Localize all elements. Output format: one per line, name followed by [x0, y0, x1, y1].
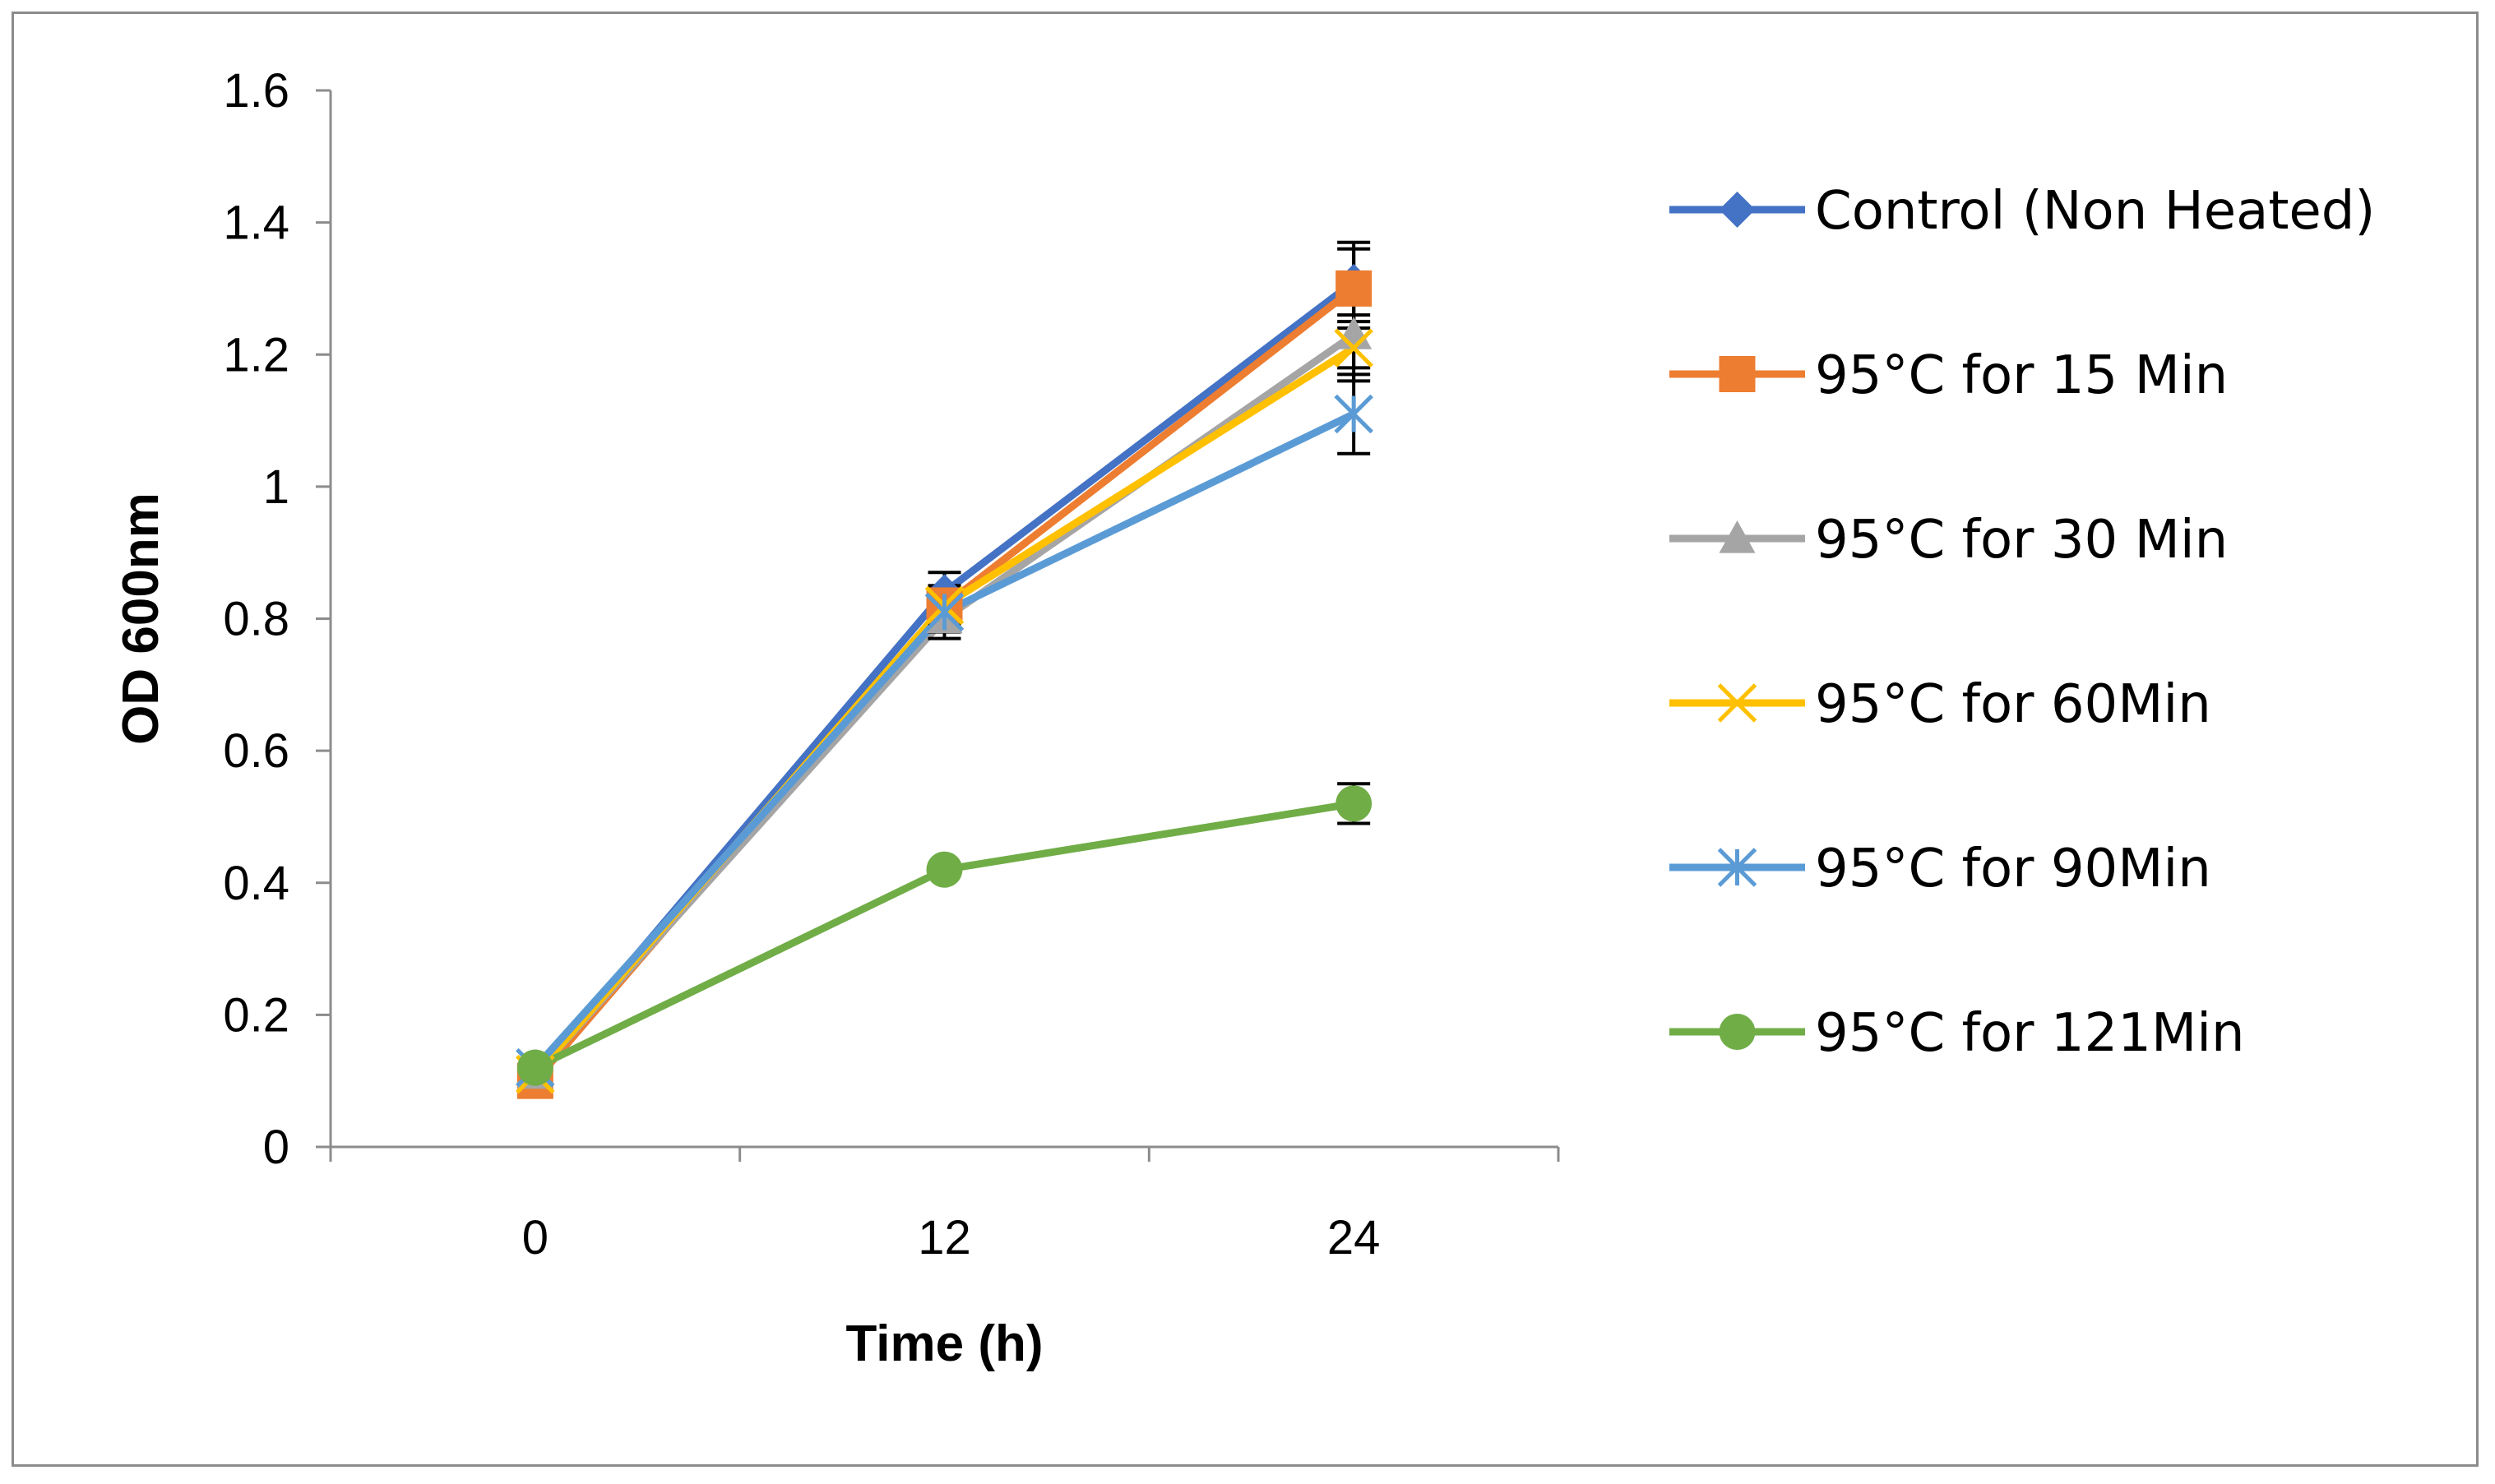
x-tick-label: 24	[1327, 1211, 1381, 1264]
y-tick-label: 0.2	[223, 988, 289, 1042]
data-point	[1334, 394, 1373, 434]
y-tick-label: 1.2	[223, 328, 289, 381]
legend-entry: 95°C for 60Min	[1669, 674, 2211, 735]
x-axis-title: Time (h)	[846, 1315, 1044, 1372]
legend-entry: 95°C for 15 Min	[1669, 345, 2228, 406]
legend-marker	[1719, 192, 1756, 228]
data-point	[1335, 785, 1372, 822]
series-line-1	[532, 285, 1356, 1084]
y-tick-label: 0.8	[223, 593, 289, 646]
y-tick-label: 0.4	[223, 857, 289, 910]
series-line-0	[532, 279, 1356, 1077]
marker-stroke	[1717, 683, 1757, 723]
chart-frame	[12, 12, 2479, 1467]
y-axis-title: OD 600nm	[113, 492, 169, 745]
legend-entry: Control (Non Heated)	[1669, 181, 2375, 242]
legend-label: 95°C for 30 Min	[1815, 510, 2228, 571]
legend-label: 95°C for 90Min	[1815, 839, 2211, 899]
y-tick-label: 1	[263, 460, 289, 514]
data-point	[516, 1049, 553, 1086]
legend-label: 95°C for 121Min	[1815, 1003, 2245, 1064]
y-tick-label: 0	[263, 1121, 289, 1174]
series-line-4	[532, 410, 1356, 1070]
legend: Control (Non Heated) 95°C for 15 Min 95°C …	[1669, 181, 2375, 1064]
data-point	[926, 851, 963, 888]
legend-label: 95°C for 15 Min	[1815, 345, 2228, 406]
x-axis-ticks: 0 12 24	[329, 1147, 1560, 1264]
y-tick-label: 0.6	[223, 724, 289, 778]
y-tick-label: 1.6	[223, 64, 289, 118]
legend-entry: 95°C for 121Min	[1669, 1003, 2245, 1064]
x-tick-label: 0	[522, 1211, 549, 1264]
legend-marker	[1719, 356, 1756, 392]
series-lines	[532, 279, 1356, 1084]
data-point	[1334, 328, 1373, 368]
legend-label: Control (Non Heated)	[1815, 181, 2375, 242]
legend-entry: 95°C for 30 Min	[1669, 510, 2228, 571]
series-markers	[516, 263, 1373, 1099]
y-axis-ticks: 0 0.2 0.4 0.6 0.8 1 1.2 1.4 1.6	[223, 64, 331, 1174]
legend-label: 95°C for 60Min	[1815, 674, 2211, 735]
legend-marker	[1717, 848, 1757, 887]
legend-marker	[1719, 1014, 1756, 1050]
series-line-2	[532, 331, 1356, 1077]
data-point	[924, 592, 965, 632]
y-tick-label: 1.4	[223, 196, 289, 250]
series-line-3	[532, 344, 1356, 1077]
marker-stroke	[1334, 328, 1373, 368]
x-tick-label: 12	[918, 1211, 971, 1264]
legend-marker	[1719, 520, 1756, 553]
legend-marker	[1717, 683, 1757, 723]
legend-entry: 95°C for 90Min	[1669, 839, 2211, 899]
data-point	[1335, 270, 1372, 307]
